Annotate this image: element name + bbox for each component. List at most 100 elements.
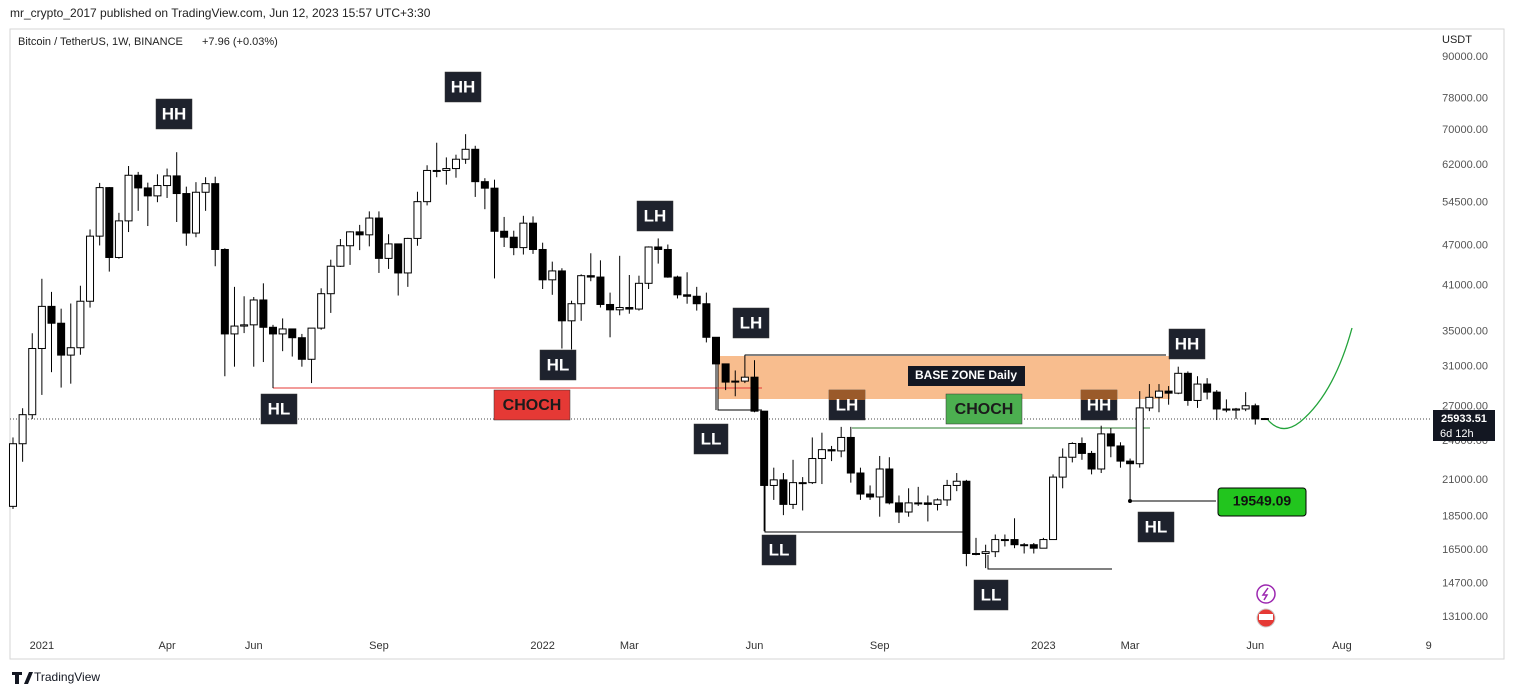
candle-body <box>134 174 143 189</box>
candle-body <box>1251 405 1260 420</box>
annotation-label: CHOCH <box>955 401 1014 418</box>
annotation-box <box>761 534 797 566</box>
candle-body <box>1039 539 1048 549</box>
candle-body <box>471 148 480 183</box>
annotation-box <box>155 98 193 130</box>
candle-body <box>240 324 249 327</box>
candle-body <box>885 468 894 504</box>
candle-body <box>914 502 923 505</box>
price-change: +7.96 (+0.03%) <box>202 36 278 48</box>
candle-body <box>769 479 778 486</box>
candle-body <box>1029 544 1038 549</box>
annotation-label: HL <box>547 355 570 374</box>
candle-body <box>875 468 884 498</box>
candle-body <box>519 222 528 249</box>
candle-body <box>1077 442 1086 454</box>
candle-body <box>269 326 278 335</box>
candle-body <box>846 436 855 474</box>
annotation-label: HH <box>1087 395 1112 414</box>
y-tick-label: 90000.00 <box>1442 51 1488 63</box>
x-tick-label: Jun <box>1246 640 1264 652</box>
y-tick-label: 35000.00 <box>1442 325 1488 337</box>
candle-body <box>1010 539 1019 546</box>
candle-body <box>923 502 932 505</box>
candle-body <box>721 363 730 383</box>
x-tick-label: 9 <box>1426 640 1432 652</box>
y-tick-label: 70000.00 <box>1442 124 1488 136</box>
x-tick-label: Sep <box>369 640 389 652</box>
price-tag <box>1433 410 1495 441</box>
candle-body <box>567 303 576 322</box>
candle-body <box>856 472 865 495</box>
x-tick-label: Jun <box>245 640 263 652</box>
candle-body <box>1183 372 1192 401</box>
candle-body <box>817 449 826 460</box>
candle-body <box>1087 452 1096 470</box>
event-icon[interactable] <box>1256 584 1276 604</box>
y-tick-label: 21000.00 <box>1442 474 1488 486</box>
candle-body <box>1154 390 1163 398</box>
ll-line <box>987 555 1112 570</box>
annotation-box <box>636 200 674 232</box>
y-tick-label: 27000.00 <box>1442 401 1488 413</box>
candle-body <box>981 551 990 554</box>
candle-body <box>509 236 518 249</box>
candle-body <box>1145 396 1154 409</box>
candle-body <box>683 294 692 297</box>
y-tick-label: 18500.00 <box>1442 511 1488 523</box>
candle-body <box>346 231 355 247</box>
candle-body <box>413 201 422 239</box>
candle-body <box>76 300 85 349</box>
y-tick-label: 47000.00 <box>1442 240 1488 252</box>
y-tick-label: 62000.00 <box>1442 159 1488 171</box>
candle-body <box>577 275 586 305</box>
event-icon-glyph <box>1261 587 1269 601</box>
x-tick-label: Mar <box>620 640 639 652</box>
candle-body <box>480 181 489 189</box>
candle-body <box>625 307 634 310</box>
candle-body <box>1241 405 1250 410</box>
candle-body <box>163 175 172 187</box>
annotation-box <box>693 423 729 455</box>
candle-body <box>297 337 306 360</box>
y-tick-label: 54500.00 <box>1442 197 1488 209</box>
annotation-box <box>1137 511 1175 543</box>
candle-body <box>57 322 66 356</box>
candle-body <box>1126 460 1135 465</box>
candle-body <box>191 191 200 234</box>
candle-body <box>972 552 981 555</box>
candle-body <box>991 539 1000 553</box>
y-tick-label: 31000.00 <box>1442 361 1488 373</box>
y-tick-label: 13100.00 <box>1442 611 1488 623</box>
x-tick-label: 2023 <box>1031 640 1055 652</box>
candle-body <box>153 185 162 197</box>
y-tick-label: 16500.00 <box>1442 544 1488 556</box>
candle-body <box>1068 442 1077 458</box>
price-tag-value: 25933.51 <box>1441 413 1487 425</box>
candle-body <box>18 414 27 445</box>
candle-body <box>692 295 701 305</box>
candle-body <box>28 348 37 416</box>
candle-body <box>500 230 509 238</box>
symbol-title: Bitcoin / TetherUS, 1W, BINANCE <box>18 36 183 48</box>
candle-body <box>644 246 653 284</box>
candle-body <box>557 270 566 322</box>
candle-body <box>66 347 75 356</box>
y-tick-label: 41000.00 <box>1442 279 1488 291</box>
zone-left-line <box>717 356 762 411</box>
candle-body <box>143 187 152 197</box>
annotation-label: HH <box>1175 334 1200 353</box>
annotation-overlap <box>829 390 865 400</box>
candle-body <box>952 480 961 486</box>
candle-body <box>1135 407 1144 465</box>
candle-body <box>596 276 605 305</box>
annotation-label: HL <box>1145 517 1168 536</box>
x-tick-label: Apr <box>159 640 176 652</box>
flag-stripe <box>1259 614 1273 620</box>
x-tick-label: 2021 <box>30 640 54 652</box>
candle-body <box>1260 418 1269 421</box>
candle-body <box>220 248 229 335</box>
candle-body <box>1232 408 1241 411</box>
candle-body <box>326 265 335 295</box>
candle-body <box>1222 408 1231 411</box>
